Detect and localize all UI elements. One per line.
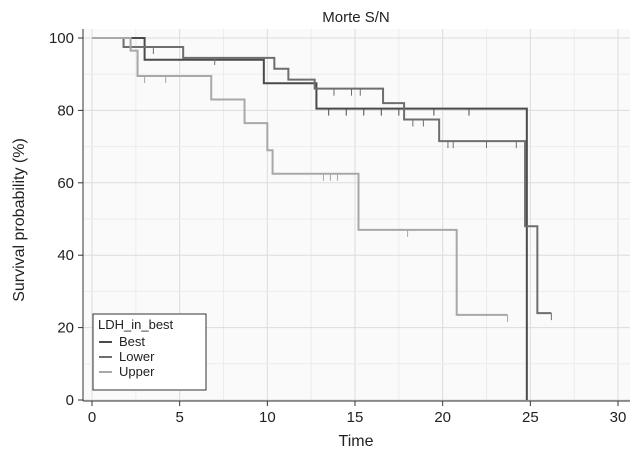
survival-curve-lower: [92, 37, 552, 315]
x-tick-label: 30: [610, 409, 627, 426]
chart-title: Morte S/N: [322, 9, 390, 26]
legend-title: LDH_in_best: [98, 317, 174, 332]
axes: [82, 29, 630, 402]
x-axis-title: Time: [339, 433, 374, 450]
legend-label: Best: [119, 334, 145, 349]
series-layer: [92, 37, 552, 400]
series-upper: [92, 37, 509, 322]
y-axis-title: Survival probability (%): [11, 138, 28, 302]
y-tick-label: 40: [57, 247, 74, 264]
x-tick-label: 0: [88, 409, 96, 426]
legend-label: Lower: [119, 349, 155, 364]
tick-labels: 0 5 10 15 20 25 30 0 20 40 60 80 100: [49, 30, 626, 426]
survival-curve-best: [92, 37, 528, 400]
series-best: [92, 37, 528, 400]
survival-curve-upper: [92, 37, 508, 316]
y-tick-label: 0: [66, 392, 74, 409]
x-tick-label: 5: [175, 409, 183, 426]
y-tick-label: 100: [49, 30, 74, 47]
y-tick-label: 80: [57, 102, 74, 119]
legend-box: [92, 313, 207, 391]
x-tick-label: 20: [434, 409, 451, 426]
x-tick-label: 25: [522, 409, 539, 426]
x-tick-label: 10: [259, 409, 276, 426]
y-tick-label: 20: [57, 320, 74, 337]
y-tick-label: 60: [57, 175, 74, 192]
x-tick-label: 15: [347, 409, 364, 426]
grid-lines: [83, 29, 630, 401]
legend-label: Upper: [119, 364, 155, 379]
series-lower: [92, 37, 552, 321]
